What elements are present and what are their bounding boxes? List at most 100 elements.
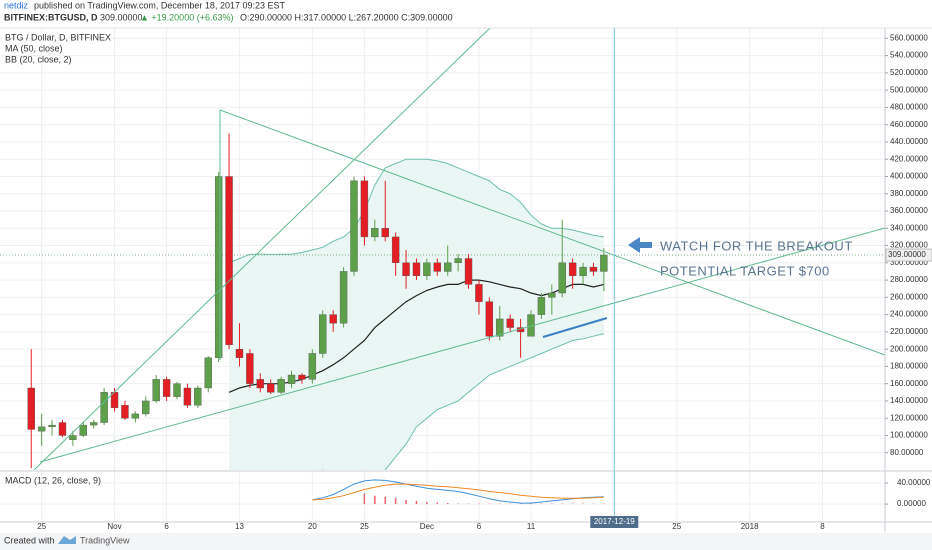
y-tick-label: 440.00000 [890,137,928,146]
y-tick-label: 280.00000 [890,275,928,284]
candle-body [444,262,452,272]
y-tick-label: 120.00000 [890,413,928,422]
y-tick-label: 400.00000 [890,172,928,181]
candle-body [100,392,108,423]
x-tick-label: 6 [477,522,482,531]
y-tick-label: 520.00000 [890,68,928,77]
candle-body [339,271,348,324]
y-tick-label: 0.00000 [897,499,926,508]
y-tick-label: 560.00000 [890,33,928,42]
candle-body [579,266,587,276]
candle-body [79,424,87,436]
candle-body [58,422,67,436]
footer-created: Created with [4,535,55,545]
candle-body [371,228,379,238]
macd-line [312,483,604,501]
last-price-label: 309.00000 [888,250,926,259]
candle-body [319,314,327,354]
candle-body [360,180,369,238]
candle-body [27,387,35,430]
candle-body [329,314,337,324]
candle-body [475,284,483,302]
x-tick-label: 25 [672,522,681,531]
x-tick-label: 25 [360,522,369,531]
y-tick-label: 80.00000 [890,448,924,457]
x-tick-label: 13 [235,522,244,531]
y-tick-label: 300.00000 [890,258,928,267]
logo [58,536,76,544]
candle-body [256,379,264,389]
y-tick-label: 260.00000 [890,292,928,301]
candle-body [90,422,98,426]
y-tick-label: 320.00000 [890,241,928,250]
crosshair-box [590,516,639,528]
legend-entry: BTG / Dollar, D, BITFINEX [5,32,111,42]
candle-body [496,318,504,337]
candle-body [308,353,317,380]
candle-body [391,236,400,264]
candle-body [381,228,389,238]
candle-body [454,258,462,264]
candle-body [423,262,431,276]
x-tick-label: Dec [420,522,434,531]
candle-body [246,353,254,384]
trend-line [219,109,885,356]
legend-entry: BB (20, close, 2) [5,54,72,64]
x-tick-label: 20 [308,522,317,531]
legend-entry: MA (50, close) [5,43,63,53]
x-tick-label: 2018 [741,522,759,531]
ohlc: O:290.00000 H:317.00000 L:267.20000 C:30… [240,12,453,22]
x-tick-label: Nov [107,522,121,531]
candle-body [433,262,441,272]
x-tick-label: 6 [164,522,169,531]
x-tick-label: 25 [37,522,46,531]
target-line [542,317,608,338]
candle-body [464,258,473,285]
candle-body [568,262,577,276]
candle-body [225,176,233,346]
y-tick-label: 540.00000 [890,51,928,60]
candle-body [173,383,181,397]
candle-body [37,426,46,432]
candle-body [600,254,608,272]
y-tick-label: 420.00000 [890,154,928,163]
candle-body [537,297,546,315]
candle-body [558,262,566,294]
y-tick-label: 180.00000 [890,362,928,371]
axes: 80.00000100.00000120.00000140.00000160.0… [37,28,932,531]
candle-body [298,374,306,380]
candle-body [589,266,598,272]
macd-line [312,479,604,504]
y-tick-label: 340.00000 [890,223,928,232]
crosshair-label: 2017-12-19 [594,517,635,526]
candle-body [162,379,171,397]
y-tick-label: 140.00000 [890,396,928,405]
band-lower [321,333,605,470]
candle-body [69,435,77,440]
footer-brand[interactable]: TradingView [80,535,130,545]
change: ▲ +19.20000 (+6.63%) [140,12,233,22]
y-tick-label: 200.00000 [890,344,928,353]
author[interactable]: netdiz [4,0,29,10]
published: published on TradingView.com, December 1… [34,0,285,10]
y-tick-label: 100.00000 [890,431,928,440]
candle-body [131,413,140,419]
last-price-box [885,248,932,262]
candle-body [214,176,223,358]
candle-body [121,405,129,419]
candle-body [194,387,202,406]
x-tick-label: 8 [820,522,825,531]
candle-body [412,262,421,276]
arrow [628,237,652,253]
band-upper [228,158,604,264]
footer-bar [0,533,932,550]
candle-body [485,301,494,337]
candle-body [506,318,514,328]
symbol: BITFINEX:BTGUSD, D [4,12,98,22]
candle-body [287,374,296,384]
candle-body [402,262,410,276]
y-tick-label: 240.00000 [890,310,928,319]
y-tick-label: 160.00000 [890,379,928,388]
price-pane [0,133,885,470]
y-tick-label: 40.00000 [897,478,931,487]
